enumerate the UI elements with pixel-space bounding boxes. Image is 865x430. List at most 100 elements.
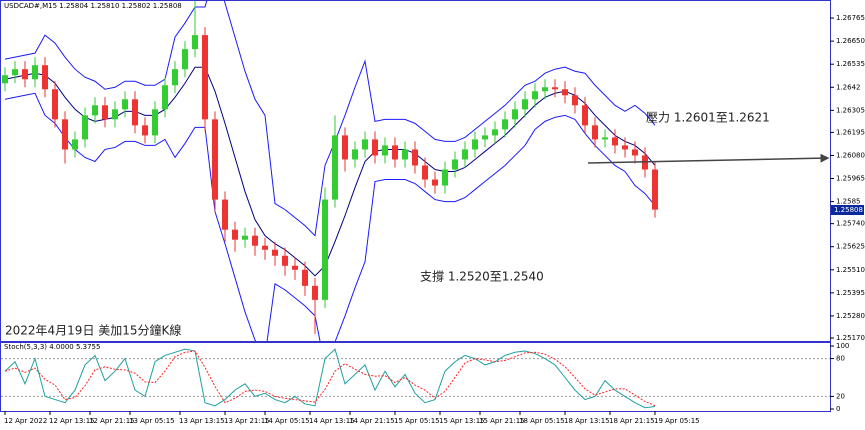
candle-body	[22, 69, 28, 80]
x-tick-label: 19 Apr 05:15	[654, 417, 700, 425]
candle-body	[102, 105, 108, 120]
candle-body	[72, 139, 78, 150]
y-tick-label: 1.2642	[836, 83, 861, 91]
candle-body	[562, 89, 568, 96]
candle-body	[242, 235, 248, 240]
candle-body	[142, 125, 148, 136]
y-tick-label: 1.25170	[836, 334, 865, 342]
candle-body	[62, 119, 68, 150]
candle-body	[12, 69, 18, 76]
x-tick-label: 18 Apr 21:15	[609, 417, 655, 425]
candle-body	[412, 149, 418, 166]
x-tick-label: 14 Apr 13:15	[309, 417, 355, 425]
candle-body	[472, 139, 478, 150]
candle-body	[592, 125, 598, 140]
candle-body	[152, 109, 158, 136]
candle-body	[452, 159, 458, 170]
candle-body	[352, 149, 358, 160]
candle-body	[512, 109, 518, 120]
candle-body	[322, 199, 328, 300]
candle-body	[572, 95, 578, 106]
x-tick-label: 15 Apr 05:15	[394, 417, 440, 425]
candle-body	[552, 87, 558, 90]
candle-body	[432, 179, 438, 186]
candle-body	[522, 99, 528, 110]
candle-body	[382, 145, 388, 156]
resistance-arrow	[587, 153, 830, 164]
candle-body	[52, 89, 58, 120]
candle-body	[172, 69, 178, 86]
y-tick-label: 1.26305	[836, 106, 865, 114]
x-tick-label: 15 Apr 21:15	[479, 417, 525, 425]
candle-body	[652, 169, 658, 210]
price-label: 1.25808	[834, 206, 863, 214]
candle-body	[312, 285, 318, 300]
candle-body	[462, 149, 468, 160]
y-tick-label: 1.25395	[836, 289, 865, 297]
y-tick-label: 1.25625	[836, 243, 865, 251]
x-tick-label: 12 Apr 21:15	[89, 417, 135, 425]
candle-body	[622, 145, 628, 150]
candle-body	[272, 249, 278, 256]
candle-body	[632, 149, 638, 156]
candle-body	[182, 49, 188, 70]
y-tick-label: 80	[836, 355, 845, 363]
candle-body	[2, 75, 8, 84]
x-tick-label: 13 Apr 05:15	[129, 417, 175, 425]
candle-body	[92, 105, 98, 116]
indicator-line	[4, 350, 656, 407]
symbol-header: USDCAD#,M15 1.25804 1.25810 1.25802 1.25…	[4, 2, 182, 10]
y-tick-label: 1.25510	[836, 266, 865, 274]
candle-body	[582, 105, 588, 126]
stoch-label: Stoch(5,3,3) 4.0000 5.3755	[4, 343, 100, 351]
y-tick-label: 1.26650	[836, 37, 865, 45]
x-tick-label: 12 Apr 2022	[4, 417, 47, 425]
annotation: 壓力 1.2601至1.2621	[646, 111, 770, 125]
y-tick-label: 100	[836, 342, 849, 350]
candle-body	[212, 119, 218, 200]
y-tick-label: 1.25280	[836, 312, 865, 320]
candle-body	[402, 149, 408, 160]
y-tick-label: 20	[836, 392, 845, 400]
candle-body	[502, 119, 508, 130]
candle-body	[342, 135, 348, 160]
candle-body	[32, 65, 38, 80]
candle-body	[372, 139, 378, 156]
candle-body	[262, 245, 268, 250]
y-tick-label: 1.26080	[836, 151, 865, 159]
x-tick-label: 13 Apr 13:15	[179, 417, 225, 425]
candle-body	[532, 91, 538, 100]
x-tick-label: 14 Apr 05:15	[264, 417, 310, 425]
candle-body	[42, 65, 48, 90]
y-tick-label: 0	[836, 405, 840, 413]
candle-body	[192, 35, 198, 50]
x-tick-label: 12 Apr 13:15	[49, 417, 95, 425]
x-tick-label: 15 Apr 13:15	[439, 417, 485, 425]
candle-body	[422, 165, 428, 180]
candle-body	[482, 135, 488, 140]
stoch-panel	[0, 342, 831, 412]
candle-body	[162, 85, 168, 110]
candle-body	[82, 115, 88, 140]
candle-body	[542, 87, 548, 92]
candle-body	[492, 129, 498, 136]
candle-body	[602, 137, 608, 140]
candle-body	[112, 109, 118, 120]
indicator-line	[4, 348, 656, 409]
candle-body	[302, 269, 308, 286]
candle-body	[332, 135, 338, 200]
candle-body	[362, 139, 368, 150]
x-tick-label: 13 Apr 21:15	[224, 417, 270, 425]
x-tick-label: 14 Apr 21:15	[349, 417, 395, 425]
x-tick-label: 18 Apr 05:15	[519, 417, 565, 425]
chart-title: 2022年4月19日 美加15分鐘K線	[5, 323, 181, 338]
candle-body	[222, 199, 228, 230]
candle-body	[612, 137, 618, 146]
indicator-line	[4, 1, 656, 237]
indicator-line	[4, 92, 656, 341]
y-tick-label: 1.26765	[836, 14, 865, 22]
candle-body	[252, 235, 258, 246]
x-tick-label: 18 Apr 13:15	[564, 417, 610, 425]
y-tick-label: 1.25740	[836, 220, 865, 228]
